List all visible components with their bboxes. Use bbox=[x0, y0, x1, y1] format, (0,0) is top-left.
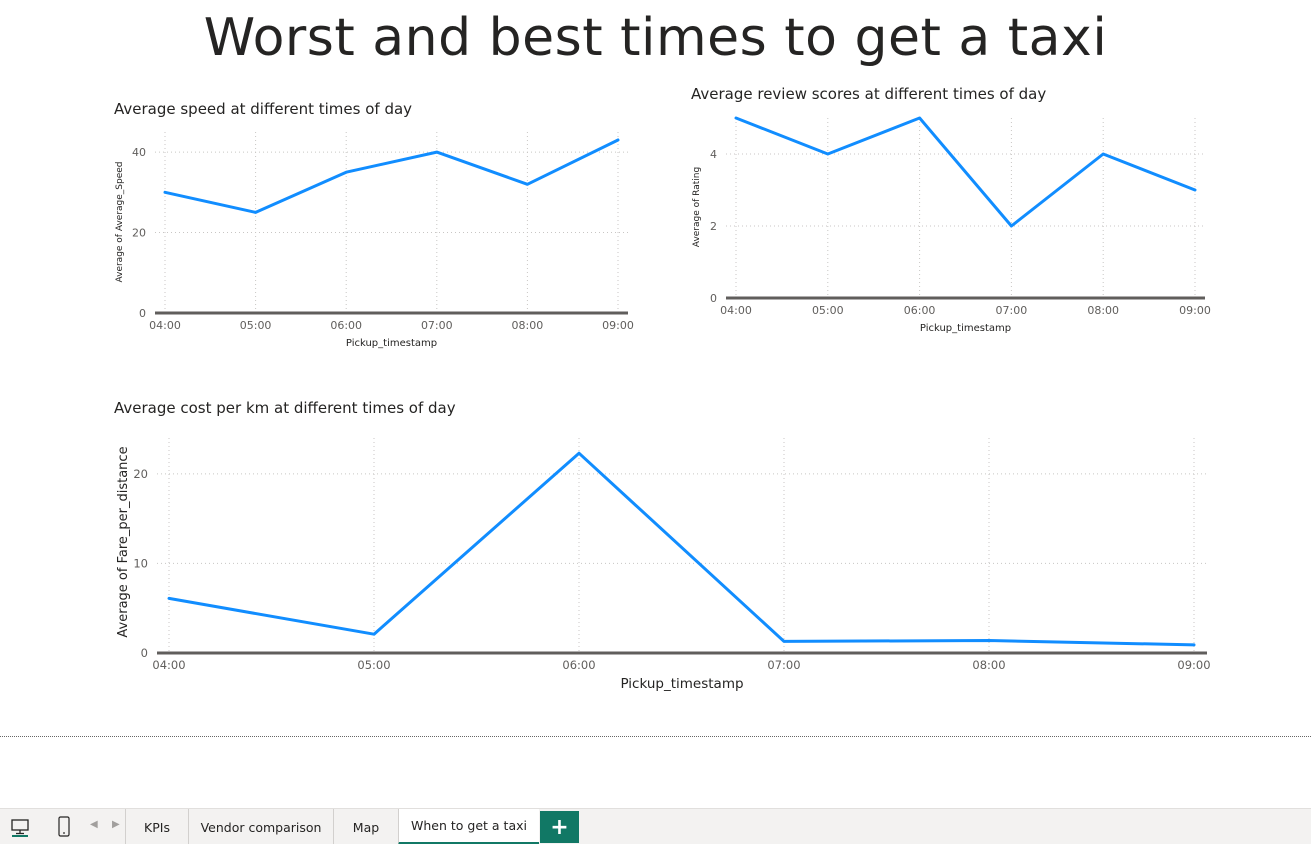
speed-x-axis-title: Pickup_timestamp bbox=[346, 338, 437, 349]
speed-data-point bbox=[525, 182, 529, 186]
mobile-view-button[interactable] bbox=[48, 809, 80, 845]
add-page-button[interactable]: + bbox=[540, 811, 579, 843]
speed-data-point bbox=[616, 138, 620, 142]
rating-data-point bbox=[1193, 188, 1197, 192]
cost-x-tick-label: 07:00 bbox=[767, 658, 800, 672]
rating-y-tick-label: 0 bbox=[710, 292, 717, 305]
cost-y-tick-label: 10 bbox=[133, 556, 148, 570]
speed-y-tick-label: 20 bbox=[132, 227, 146, 240]
cost-data-point bbox=[782, 639, 786, 643]
tab-label: KPIs bbox=[144, 819, 170, 835]
page-tab-bar: ◀ ▶ KPIs Vendor comparison Map When to g… bbox=[0, 808, 1311, 845]
cost-x-tick-label: 08:00 bbox=[972, 658, 1005, 672]
speed-y-tick-label: 40 bbox=[132, 146, 146, 159]
monitor-icon bbox=[11, 819, 29, 837]
chart-title-cost: Average cost per km at different times o… bbox=[114, 399, 456, 417]
speed-y-axis-title: Average of Average_Speed bbox=[115, 161, 125, 282]
tab-label: When to get a taxi bbox=[411, 818, 527, 833]
speed-data-point bbox=[435, 150, 439, 154]
cost-x-axis-title: Pickup_timestamp bbox=[620, 676, 743, 692]
plus-icon: + bbox=[550, 814, 569, 840]
speed-x-tick-label: 05:00 bbox=[240, 319, 272, 332]
page-boundary-line bbox=[0, 736, 1311, 737]
tab-vendor-comparison[interactable]: Vendor comparison bbox=[188, 809, 333, 845]
speed-data-point bbox=[344, 170, 348, 174]
rating-x-tick-label: 09:00 bbox=[1179, 304, 1211, 317]
speed-x-tick-label: 09:00 bbox=[602, 319, 634, 332]
cost-y-axis-title: Average of Fare_per_distance bbox=[116, 446, 131, 637]
tab-label: Vendor comparison bbox=[200, 819, 322, 835]
cost-data-point bbox=[987, 638, 991, 642]
phone-icon bbox=[58, 816, 70, 837]
cost-data-point bbox=[577, 451, 581, 455]
rating-data-point bbox=[1101, 152, 1105, 156]
desktop-view-button[interactable] bbox=[4, 809, 36, 845]
rating-series-line bbox=[734, 116, 1197, 228]
cost-y-tick-label: 0 bbox=[141, 646, 148, 660]
speed-x-tick-label: 06:00 bbox=[330, 319, 362, 332]
cost-data-point bbox=[1192, 643, 1196, 647]
speed-data-point bbox=[254, 210, 258, 214]
tab-label: Map bbox=[352, 819, 380, 835]
tab-map[interactable]: Map bbox=[333, 809, 398, 845]
speed-y-tick-label: 0 bbox=[139, 307, 146, 320]
chevron-right-icon[interactable]: ▶ bbox=[112, 819, 120, 830]
tab-bar-footer bbox=[0, 844, 1311, 850]
rating-data-point bbox=[734, 116, 738, 120]
rating-y-tick-label: 4 bbox=[710, 148, 717, 161]
speed-x-tick-label: 07:00 bbox=[421, 319, 453, 332]
page-title: Worst and best times to get a taxi bbox=[203, 8, 1108, 68]
cost-series-line bbox=[167, 451, 1196, 647]
tab-kpis[interactable]: KPIs bbox=[125, 809, 188, 845]
rating-x-axis-title: Pickup_timestamp bbox=[920, 323, 1011, 334]
rating-y-axis-title: Average of Rating bbox=[692, 167, 702, 247]
tab-when-to-get-a-taxi[interactable]: When to get a taxi bbox=[398, 809, 539, 845]
speed-x-tick-label: 04:00 bbox=[149, 319, 181, 332]
chart-title-speed: Average speed at different times of day bbox=[114, 100, 413, 118]
cost-x-tick-label: 04:00 bbox=[152, 658, 185, 672]
rating-x-tick-label: 04:00 bbox=[720, 304, 752, 317]
cost-data-point bbox=[372, 632, 376, 636]
cost-x-tick-label: 05:00 bbox=[357, 658, 390, 672]
speed-x-tick-label: 08:00 bbox=[512, 319, 544, 332]
speed-data-point bbox=[163, 190, 167, 194]
cost-y-tick-label: 20 bbox=[133, 467, 148, 481]
cost-x-tick-label: 06:00 bbox=[562, 658, 595, 672]
rating-x-tick-label: 07:00 bbox=[996, 304, 1028, 317]
cost-data-point bbox=[167, 596, 171, 600]
cost-x-tick-label: 09:00 bbox=[1177, 658, 1210, 672]
rating-data-point bbox=[918, 116, 922, 120]
speed-series-line bbox=[163, 138, 620, 214]
rating-y-tick-label: 2 bbox=[710, 220, 717, 233]
rating-data-point bbox=[826, 152, 830, 156]
chevron-left-icon[interactable]: ◀ bbox=[90, 819, 98, 830]
rating-x-tick-label: 06:00 bbox=[904, 304, 936, 317]
rating-data-point bbox=[1009, 224, 1013, 228]
chart-title-rating: Average review scores at different times… bbox=[691, 85, 1047, 103]
rating-x-tick-label: 05:00 bbox=[812, 304, 844, 317]
rating-x-tick-label: 08:00 bbox=[1087, 304, 1119, 317]
